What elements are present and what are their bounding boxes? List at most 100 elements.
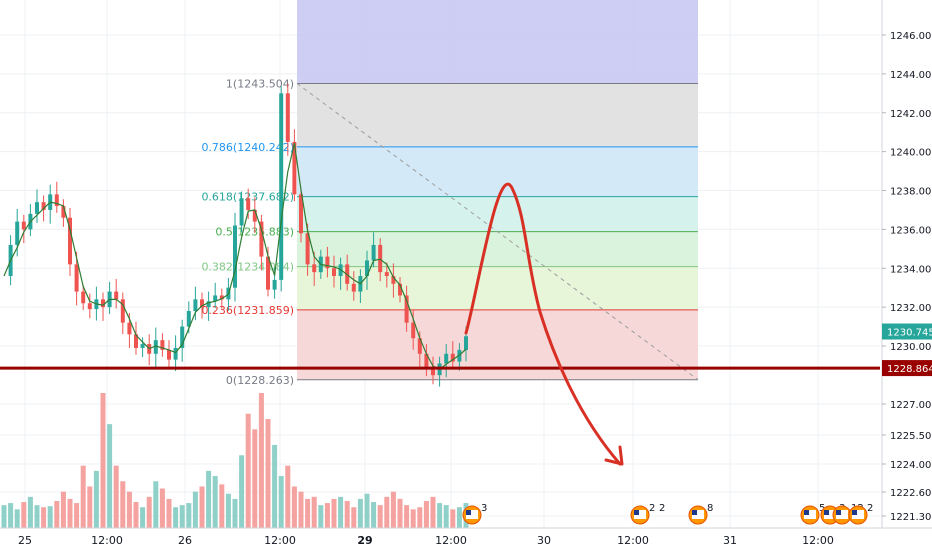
event-flag-canton [824, 510, 829, 515]
volume-bar [140, 507, 146, 528]
price-tick-label: 1240.000 [890, 148, 932, 159]
candle-body [68, 217, 72, 265]
volume-bar [324, 503, 330, 528]
volume-bar [146, 496, 152, 528]
candle-body [41, 202, 46, 210]
time-tick-label: 29 [357, 534, 372, 547]
volume-bar [133, 502, 139, 528]
candle-body [259, 221, 264, 257]
arrow-head [604, 445, 624, 466]
moving-average-line [3, 143, 467, 371]
candle-body [173, 347, 178, 360]
time-tick-label: 12:00 [802, 534, 834, 547]
candle-body [140, 344, 145, 348]
event-flag-canton [852, 510, 857, 515]
fib-zone [297, 266, 698, 310]
price-tick-label: 1227.000 [890, 400, 932, 411]
candle-body [35, 202, 39, 214]
volume-bar [225, 493, 231, 528]
candle-body [54, 194, 59, 207]
volume-bar [21, 502, 27, 528]
volume-bar [291, 486, 297, 528]
price-axis: 1246.000 1244.000 1242.000 1240.000 1238.000… [881, 0, 932, 528]
fibonacci-retracement[interactable]: 1(1243.504)0.786(1240.242)0.618(1237.682… [201, 0, 699, 387]
fib-zone [297, 231, 698, 267]
candle-body [378, 244, 383, 273]
price-tick-label: 1236.000 [890, 225, 932, 236]
volume-bar [212, 476, 218, 528]
economic-event-flag-icon: 3 [462, 503, 487, 525]
volume-bar [159, 488, 165, 528]
volume-histogram [1, 393, 469, 528]
candle-body [134, 334, 138, 348]
volume-bar [120, 481, 126, 528]
volume-bar [166, 498, 172, 528]
candle-body [279, 93, 284, 280]
volume-bar [173, 507, 179, 528]
current-price-badge [882, 323, 932, 340]
event-flag-body [466, 510, 478, 519]
event-count: 2 [649, 503, 655, 514]
fib-level-label: 0.236(1231.859) [201, 304, 294, 317]
candle-body [312, 264, 317, 273]
volume-bar [239, 455, 245, 528]
event-count: 3 [481, 503, 487, 514]
candle-body [213, 295, 218, 302]
volume-bar [272, 444, 278, 528]
volume-bar [67, 498, 73, 528]
candle-body [398, 283, 402, 296]
event-count: 5 [819, 503, 825, 514]
candle-body [332, 268, 336, 277]
price-tick-label: 1232.000 [890, 303, 932, 314]
candle-body [305, 233, 310, 265]
candle-body [101, 299, 105, 308]
price-tick-label: 1222.600 [890, 488, 932, 499]
fib-level-label: 1(1243.504) [226, 78, 294, 91]
volume-bar [456, 507, 462, 528]
candle-body [417, 338, 422, 354]
candle-body [186, 311, 191, 327]
candle-body [114, 291, 119, 300]
projection-arrow[interactable] [464, 182, 624, 466]
volume-bar [318, 505, 324, 528]
volume-bar [192, 491, 198, 528]
volume-bar [410, 509, 416, 528]
volume-bar [14, 509, 20, 528]
candle-body [120, 299, 125, 323]
candle-body [285, 93, 290, 142]
time-axis: 25 12:00 26 12:00 29 12:00 30 12:00 31 12:00 [0, 527, 932, 547]
candle-body [219, 295, 224, 300]
candle-body [325, 256, 330, 269]
ma-line [3, 143, 467, 371]
volume-bar [47, 506, 53, 528]
volume-bar [423, 501, 429, 528]
volume-bar [34, 505, 40, 528]
volume-bar [87, 486, 93, 528]
candle-body [87, 303, 92, 310]
volume-bar [232, 498, 238, 528]
volume-bar [1, 505, 7, 528]
candle-body [365, 260, 369, 277]
time-tick-label: 12:00 [617, 534, 649, 547]
volume-bar [311, 496, 317, 528]
volume-bar [357, 498, 363, 528]
volume-bar [93, 470, 99, 528]
price-tick-label: 1225.500 [890, 431, 932, 442]
event-flag-body [804, 510, 816, 519]
volume-bar [430, 496, 436, 528]
price-tick-label: 1234.000 [890, 264, 932, 275]
fib-zone [297, 146, 698, 197]
volume-bar [437, 503, 443, 528]
volume-bar [265, 418, 271, 528]
fib-extension-zone [297, 0, 698, 84]
volume-bar [390, 491, 396, 528]
candle-body [193, 299, 198, 312]
candle-body [411, 322, 416, 339]
candle-body [450, 353, 455, 362]
candle-body [404, 295, 409, 323]
candle-body [127, 322, 132, 335]
candle-body [153, 340, 158, 354]
candle-body [167, 349, 171, 360]
